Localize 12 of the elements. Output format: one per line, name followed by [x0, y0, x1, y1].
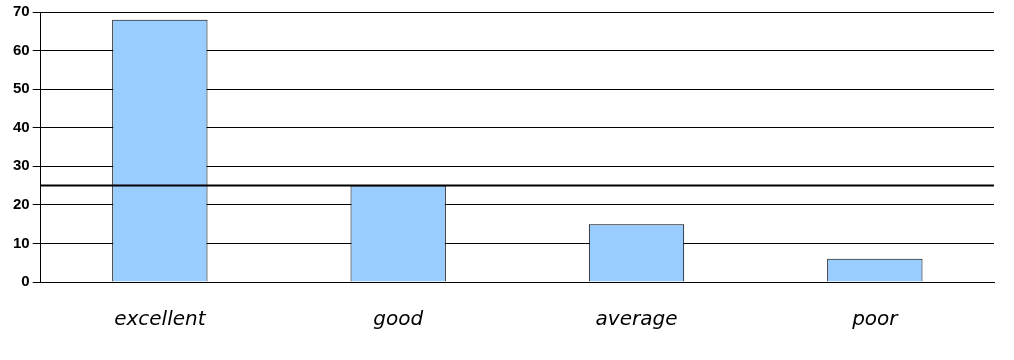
y-tick-label: 0	[21, 272, 30, 290]
y-tick-label: 20	[13, 195, 30, 212]
x-tick-label: average	[595, 306, 678, 331]
y-tick-label: 70	[13, 2, 30, 20]
y-tick-label: 60	[13, 40, 30, 58]
y-tick-label: 50	[13, 79, 30, 97]
y-tick-label: 30	[13, 156, 30, 174]
x-tick-label: poor	[851, 306, 900, 331]
y-tick-label: 40	[13, 117, 30, 135]
x-tick-label: good	[373, 306, 424, 331]
x-tick-label: excellent	[114, 306, 207, 331]
y-tick-label: 10	[13, 233, 30, 251]
